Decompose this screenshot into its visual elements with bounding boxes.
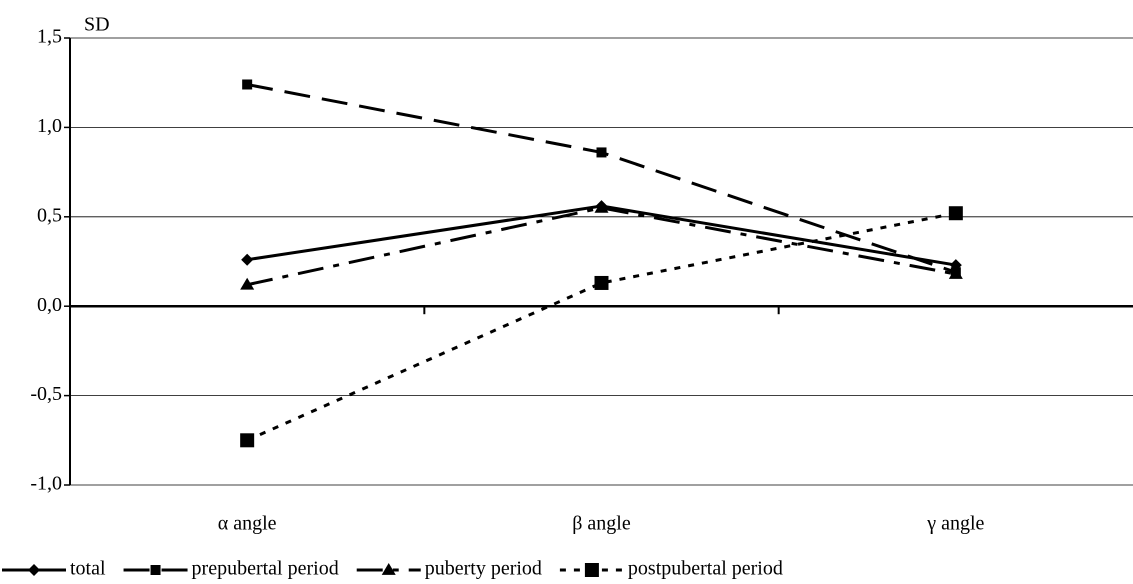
data-point (240, 277, 255, 290)
data-point (948, 267, 963, 279)
legend-marker (381, 563, 396, 575)
data-point (241, 253, 254, 266)
legend-label: total (70, 558, 106, 580)
legend-label: prepubertal period (192, 558, 339, 580)
data-point (596, 147, 607, 158)
y-tick-label: -1,0 (30, 473, 62, 495)
y-tick-label: 1,0 (37, 115, 62, 137)
data-point (948, 206, 963, 221)
x-tick-label: γ angle (926, 513, 984, 535)
legend-label: puberty period (425, 558, 542, 580)
series-line (246, 206, 957, 287)
legend-marker (584, 563, 599, 577)
data-point (594, 275, 609, 290)
data-point (242, 79, 253, 90)
y-tick-label: 1,5 (37, 26, 62, 48)
legend-label: postpubertal period (628, 558, 783, 580)
y-tick-label: 0,0 (37, 294, 62, 316)
legend-marker (28, 564, 40, 576)
legend-marker (150, 565, 161, 575)
series-line (246, 211, 957, 442)
data-point (240, 433, 255, 448)
y-tick-label: 0,5 (37, 204, 62, 226)
y-axis-label: SD (84, 14, 110, 36)
data-point (594, 200, 609, 213)
y-tick-label: -0,5 (30, 383, 62, 405)
x-tick-label: α angle (218, 513, 277, 535)
x-tick-label: β angle (572, 513, 631, 535)
